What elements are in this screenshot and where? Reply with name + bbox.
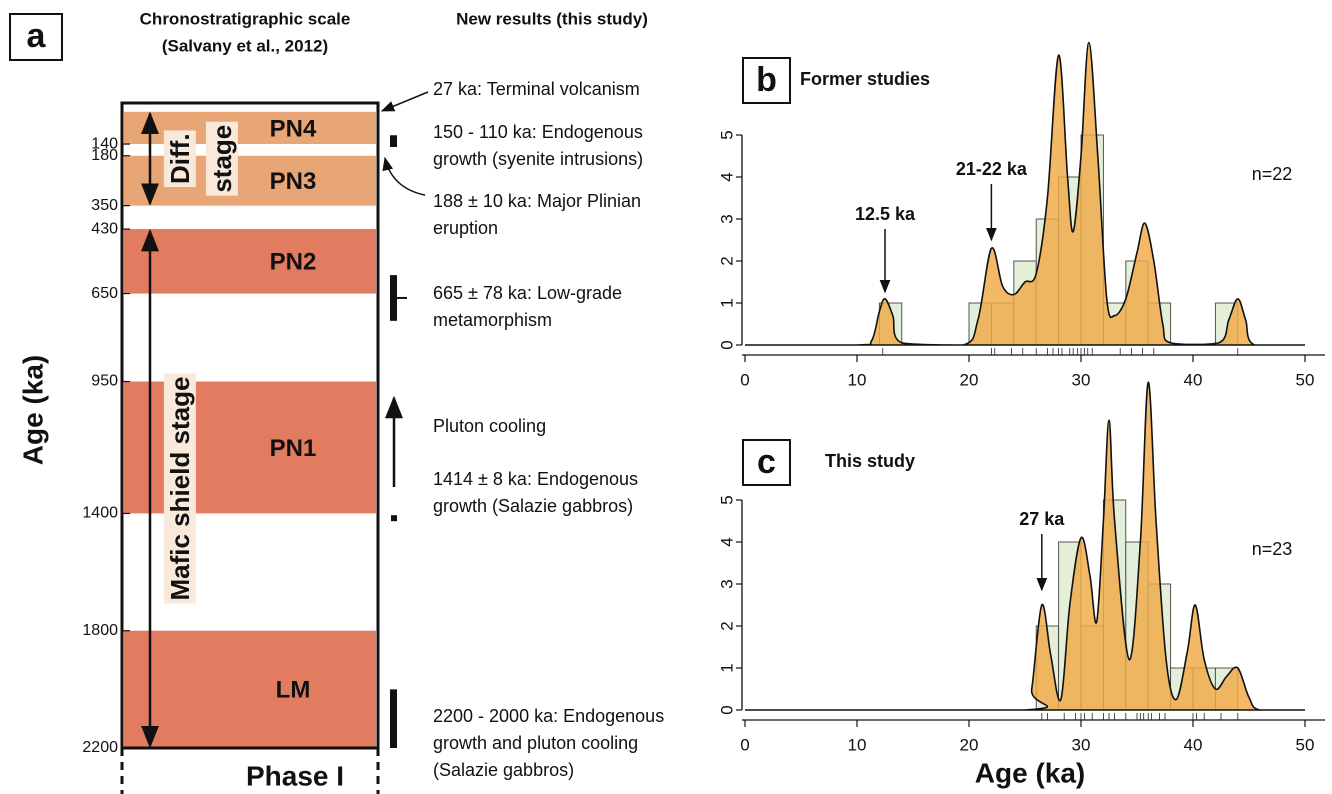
- density-curve: [744, 41, 1305, 346]
- result-point: [391, 515, 397, 522]
- x-tick-label: 30: [1072, 735, 1091, 754]
- column-box: [120, 101, 380, 750]
- result-text: (Salazie gabbros): [433, 760, 574, 780]
- unit-band: [124, 630, 376, 748]
- x-tick-label: 30: [1072, 370, 1091, 389]
- y-tick-label: 430: [91, 220, 118, 237]
- stage-label-bg: [163, 373, 196, 604]
- result-text: growth and pluton cooling: [433, 733, 638, 753]
- stage-label: stage: [207, 125, 237, 193]
- result-arrow: [382, 156, 426, 196]
- y-tick-label: 2200: [82, 739, 118, 756]
- y-tick-label: 950: [91, 373, 118, 390]
- x-tick-label: 0: [740, 370, 749, 389]
- x-axis-label: Age (ka): [975, 757, 1085, 788]
- y-tick-label: 1: [717, 298, 736, 307]
- x-tick-label: 20: [960, 370, 979, 389]
- y-tick-label: 0: [717, 705, 736, 714]
- y-tick-label: 3: [717, 579, 736, 588]
- y-tick-label: 1: [717, 663, 736, 672]
- y-tick-label: 2: [717, 256, 736, 265]
- stage-label-group: Diff.: [163, 130, 196, 187]
- panel-subtitle: (Salvany et al., 2012): [162, 36, 328, 55]
- results-title: New results (this study): [456, 9, 648, 28]
- y-tick-label: 5: [717, 130, 736, 139]
- unit-label: LM: [276, 677, 311, 704]
- y-tick-label: 180: [91, 147, 118, 164]
- result-text: growth (Salazie gabbros): [433, 496, 633, 516]
- annotation: 12.5 ka: [855, 204, 916, 224]
- unit-label: PN3: [270, 168, 317, 195]
- result-range: [390, 135, 397, 147]
- result-text: eruption: [433, 218, 498, 238]
- unit-band: [124, 155, 376, 206]
- stage-label-group: stage: [205, 121, 238, 196]
- n-label: n=22: [1252, 164, 1293, 184]
- panel-box: [742, 439, 791, 486]
- phase-label: Phase I: [246, 760, 344, 791]
- unit-label: PN4: [270, 115, 317, 142]
- x-tick-label: 20: [960, 735, 979, 754]
- result-range: [390, 689, 397, 748]
- stage-label: Diff.: [165, 133, 195, 184]
- result-text: 150 - 110 ka: Endogenous: [433, 122, 643, 142]
- x-tick-label: 50: [1296, 370, 1315, 389]
- y-tick-label: 1400: [82, 505, 118, 522]
- x-tick-label: 40: [1184, 735, 1203, 754]
- density-curve: [745, 381, 1305, 711]
- result-text: 1414 ± 8 ka: Endogenous: [433, 469, 638, 489]
- unit-band: [124, 229, 376, 294]
- stage-label-bg: [205, 121, 238, 196]
- y-tick-label: 4: [717, 537, 736, 546]
- unit-label: PN1: [270, 435, 317, 462]
- x-tick-label: 10: [848, 370, 867, 389]
- y-tick-label: 0: [717, 340, 736, 349]
- result-text: 188 ± 10 ka: Major Plinian: [433, 191, 641, 211]
- unit-band: [124, 381, 376, 514]
- n-label: n=23: [1252, 539, 1293, 559]
- unit-label: PN2: [270, 249, 317, 276]
- y-tick-label: 650: [91, 285, 118, 302]
- y-tick-label: 350: [91, 197, 118, 214]
- panel-title: Chronostratigraphic scale: [140, 9, 351, 28]
- panel-letter: c: [757, 443, 776, 481]
- result-text: metamorphism: [433, 310, 552, 330]
- x-tick-label: 40: [1184, 370, 1203, 389]
- x-tick-label: 50: [1296, 735, 1315, 754]
- stage-label-group: Mafic shield stage: [163, 373, 196, 604]
- panel-title: This study: [825, 451, 915, 471]
- unit-band: [124, 111, 376, 145]
- result-range: [390, 275, 397, 321]
- y-tick-label: 3: [717, 214, 736, 223]
- result-text: 27 ka: Terminal volcanism: [433, 79, 640, 99]
- x-tick-label: 0: [740, 735, 749, 754]
- panel-title: Former studies: [800, 69, 930, 89]
- result-text: Pluton cooling: [433, 416, 546, 436]
- x-tick-label: 10: [848, 735, 867, 754]
- panel-box: [9, 13, 63, 61]
- annotation: 21-22 ka: [956, 159, 1028, 179]
- result-text: 2200 - 2000 ka: Endogenous: [433, 706, 664, 726]
- panel-box: [742, 57, 791, 104]
- y-tick-label: 4: [717, 172, 736, 181]
- y-axis-label: Age (ka): [17, 355, 48, 465]
- y-tick-label: 1800: [82, 622, 118, 639]
- y-tick-label: 5: [717, 495, 736, 504]
- panel-letter: b: [756, 61, 777, 99]
- panel-letter: a: [27, 17, 47, 55]
- result-arrow: [380, 91, 429, 112]
- y-tick-label: 2: [717, 621, 736, 630]
- result-text: growth (syenite intrusions): [433, 149, 643, 169]
- annotation: 27 ka: [1019, 509, 1065, 529]
- y-tick-label: 140: [91, 135, 118, 152]
- stage-label: Mafic shield stage: [165, 377, 195, 601]
- result-text: 665 ± 78 ka: Low-grade: [433, 283, 622, 303]
- stage-label-bg: [163, 130, 196, 187]
